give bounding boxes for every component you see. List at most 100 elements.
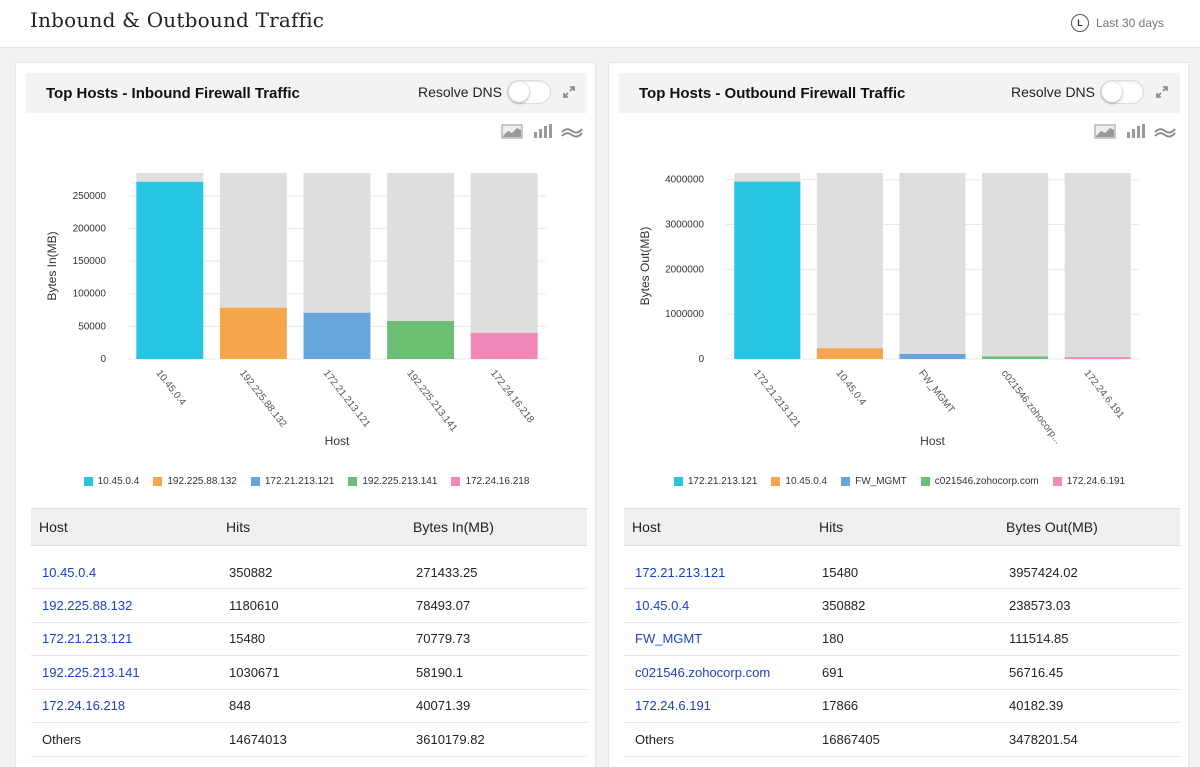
bytes-cell: 70779.73 bbox=[405, 622, 587, 656]
panel-header: Top Hosts - Inbound Firewall Traffic Res… bbox=[26, 73, 587, 113]
host-link[interactable]: 172.21.213.121 bbox=[42, 631, 133, 647]
toggle-knob bbox=[1102, 82, 1122, 102]
x-tick-label: 192.225.88.132 bbox=[237, 368, 289, 430]
legend-item[interactable]: 172.21.213.121 bbox=[673, 476, 757, 487]
legend-label: 192.225.213.141 bbox=[362, 476, 438, 487]
table-row: Others 14674013 3610179.82 bbox=[31, 722, 587, 757]
inbound-bar-chart: 0 50000 100000 150000 200000 250000 Bytes In(M… bbox=[45, 173, 546, 448]
column-header-host[interactable]: Host bbox=[31, 508, 218, 546]
x-tick-label: 172.24.16.218 bbox=[488, 368, 536, 426]
legend-label: 172.24.6.191 bbox=[1066, 476, 1126, 487]
y-tick-label: 100000 bbox=[73, 289, 107, 300]
host-cell: Others bbox=[624, 722, 811, 757]
table-row: 192.225.213.141 1030671 58190.1 bbox=[31, 655, 587, 690]
table-row: 10.45.0.4 350882 271433.25 bbox=[31, 545, 587, 589]
bar-track bbox=[816, 173, 883, 359]
host-link[interactable]: 172.24.16.218 bbox=[42, 698, 126, 714]
legend-swatch bbox=[673, 477, 683, 486]
table-row: 172.21.213.121 15480 3957424.02 bbox=[624, 545, 1180, 589]
date-range-selector[interactable]: L Last 30 days bbox=[1070, 14, 1164, 32]
legend-label: 10.45.0.4 bbox=[785, 476, 828, 487]
bar-track bbox=[470, 173, 538, 359]
host-link[interactable]: c021546.zohocorp.com bbox=[635, 664, 771, 680]
host-link[interactable]: 192.225.213.141 bbox=[42, 664, 140, 680]
bytes-cell: 238573.03 bbox=[998, 588, 1180, 623]
legend-item[interactable]: 172.24.6.191 bbox=[1052, 476, 1126, 487]
column-header-hits[interactable]: Hits bbox=[218, 508, 405, 546]
hits-cell: 350882 bbox=[811, 588, 998, 623]
x-axis-label: Host bbox=[325, 434, 350, 448]
legend-item[interactable]: c021546.zohocorp.com bbox=[920, 476, 1039, 487]
bytes-cell: 3957424.02 bbox=[998, 545, 1180, 589]
table-row: 172.24.16.218 848 40071.39 bbox=[31, 689, 587, 723]
bar bbox=[387, 321, 455, 359]
expand-icon[interactable] bbox=[561, 84, 577, 100]
legend-swatch bbox=[841, 477, 851, 486]
legend-item[interactable]: FW_MGMT bbox=[841, 476, 907, 487]
y-tick-label: 150000 bbox=[73, 256, 107, 267]
area-chart-icon[interactable] bbox=[501, 123, 523, 139]
legend-item[interactable]: 10.45.0.4 bbox=[771, 476, 827, 487]
legend-item[interactable]: 172.24.16.218 bbox=[451, 476, 529, 487]
bytes-cell: 78493.07 bbox=[405, 588, 587, 623]
legend-item[interactable]: 192.225.213.141 bbox=[348, 476, 437, 487]
host-link[interactable]: 10.45.0.4 bbox=[42, 564, 97, 580]
x-tick-label: FW_MGMT bbox=[916, 368, 956, 415]
y-tick-label: 4000000 bbox=[665, 175, 704, 186]
line-chart-icon[interactable] bbox=[1154, 123, 1176, 139]
resolve-dns-toggle[interactable] bbox=[1100, 80, 1144, 104]
legend-swatch bbox=[451, 477, 461, 486]
host-link[interactable]: FW_MGMT bbox=[635, 631, 703, 647]
host-link[interactable]: 172.21.213.121 bbox=[635, 564, 726, 580]
bar bbox=[982, 356, 1049, 359]
bar-track bbox=[982, 173, 1049, 359]
y-tick-label: 200000 bbox=[73, 223, 107, 234]
legend-item[interactable]: 192.225.88.132 bbox=[153, 476, 237, 487]
host-cell: Others bbox=[31, 722, 218, 757]
table-row: Others 16867405 3478201.54 bbox=[624, 722, 1180, 757]
host-link[interactable]: 10.45.0.4 bbox=[635, 597, 690, 613]
x-tick-label: 172.21.213.121 bbox=[751, 368, 803, 430]
bytes-cell: 3610179.82 bbox=[405, 722, 587, 757]
x-tick-label: 172.24.6.191 bbox=[1081, 368, 1126, 421]
bar-chart-icon[interactable] bbox=[531, 123, 553, 139]
legend-item[interactable]: 172.21.213.121 bbox=[250, 476, 334, 487]
expand-icon[interactable] bbox=[1154, 84, 1170, 100]
bytes-cell: 271433.25 bbox=[405, 545, 587, 589]
x-tick-label: 10.45.0.4 bbox=[153, 368, 188, 408]
host-link[interactable]: 192.225.88.132 bbox=[42, 597, 133, 613]
column-header-bytes[interactable]: Bytes In(MB) bbox=[405, 508, 587, 546]
legend-label: 192.225.88.132 bbox=[167, 476, 237, 487]
resolve-dns-toggle[interactable] bbox=[507, 80, 551, 104]
legend-item[interactable]: 10.45.0.4 bbox=[83, 476, 139, 487]
bar bbox=[734, 181, 801, 359]
x-tick-label: 192.225.213.141 bbox=[404, 368, 459, 434]
chart-type-switcher bbox=[501, 123, 583, 139]
hits-cell: 1030671 bbox=[218, 655, 405, 690]
outbound-bar-chart: 0 1000000 2000000 3000000 4000000 Bytes Out(M… bbox=[638, 173, 1139, 448]
bytes-cell: 40071.39 bbox=[405, 689, 587, 723]
legend-label: 172.24.16.218 bbox=[465, 476, 530, 487]
bar-chart-icon[interactable] bbox=[1124, 123, 1146, 139]
column-header-host[interactable]: Host bbox=[624, 508, 811, 546]
legend-swatch bbox=[250, 477, 260, 486]
area-chart-icon[interactable] bbox=[1094, 123, 1116, 139]
host-link[interactable]: 172.24.6.191 bbox=[635, 698, 711, 714]
y-tick-label: 1000000 bbox=[665, 309, 704, 320]
bytes-cell: 56716.45 bbox=[998, 655, 1180, 690]
resolve-dns-label: Resolve DNS bbox=[1010, 84, 1095, 100]
bytes-cell: 111514.85 bbox=[998, 622, 1180, 656]
bar-track bbox=[899, 173, 966, 359]
bar bbox=[1064, 357, 1131, 359]
legend-swatch bbox=[920, 477, 930, 486]
table-row: 192.225.88.132 1180610 78493.07 bbox=[31, 588, 587, 623]
bar bbox=[816, 348, 883, 359]
hits-cell: 16867405 bbox=[811, 722, 998, 757]
line-chart-icon[interactable] bbox=[561, 123, 583, 139]
y-axis-label: Bytes In(MB) bbox=[45, 231, 59, 300]
column-header-hits[interactable]: Hits bbox=[811, 508, 998, 546]
panel-title: Top Hosts - Inbound Firewall Traffic bbox=[46, 85, 300, 102]
y-tick-label: 0 bbox=[698, 354, 704, 365]
column-header-bytes[interactable]: Bytes Out(MB) bbox=[998, 508, 1180, 546]
date-range-label: Last 30 days bbox=[1095, 16, 1164, 30]
